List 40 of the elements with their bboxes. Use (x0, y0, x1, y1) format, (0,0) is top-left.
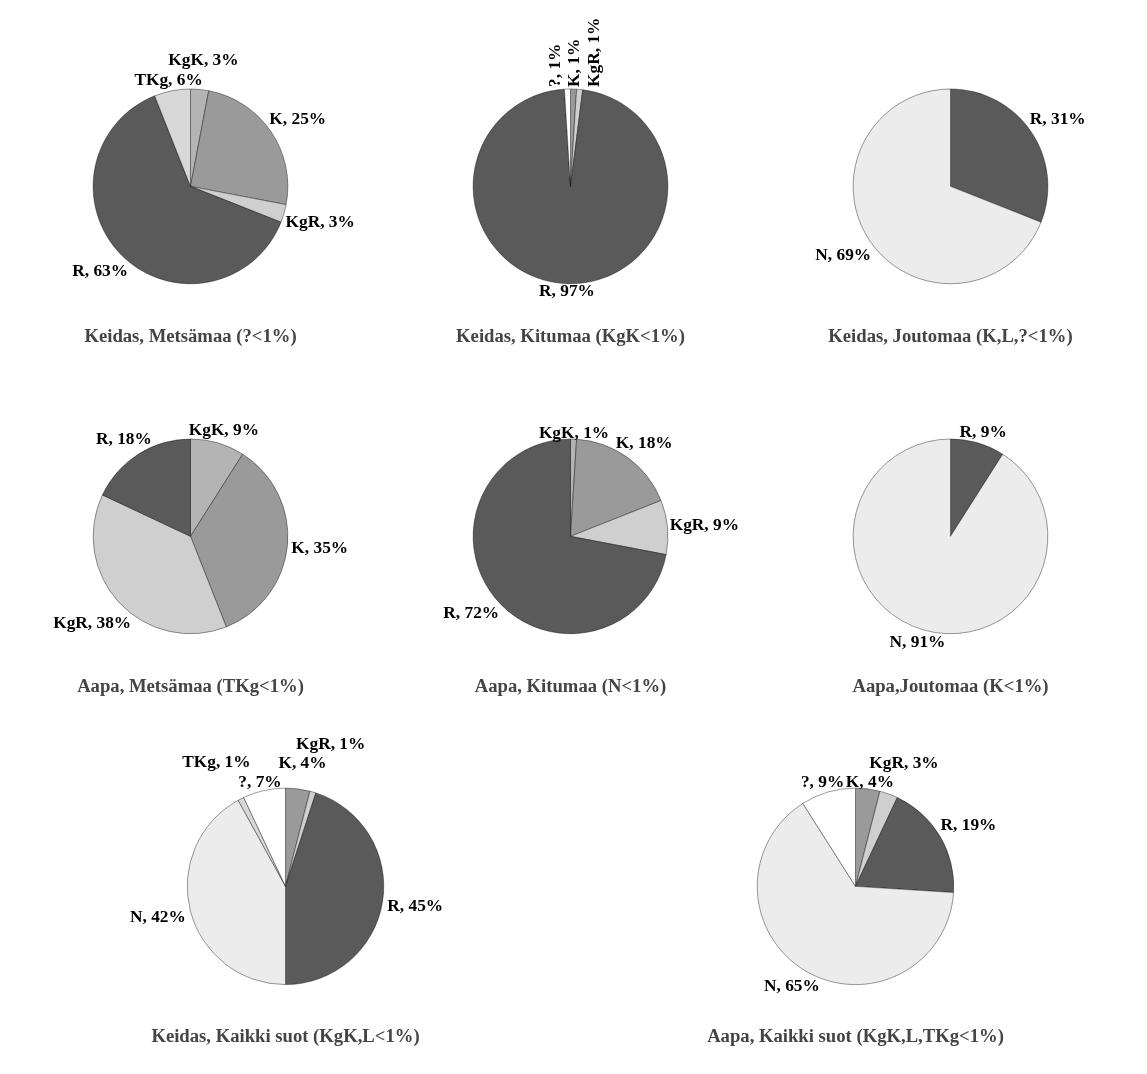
slice-label: K, 25% (269, 109, 327, 129)
slice-label: ?, 1% (544, 43, 564, 87)
slice-label: R, 9% (959, 422, 1007, 442)
text: Keidas, Joutomaa (K,L,?<1%) (828, 324, 1073, 347)
text: Aapa, Kaikki suot (KgK,L,TKg<1%) (707, 1024, 1004, 1047)
slice-label: ?, 7% (238, 771, 282, 791)
slice-label: KgR, 1% (296, 733, 366, 753)
text: Keidas, Kaikki suot (KgK,L<1%) (151, 1024, 420, 1047)
slice-label: ?, 9% (800, 772, 845, 792)
slice-label: KgK, 3% (168, 49, 239, 69)
slice-label: R, 19% (940, 815, 997, 835)
slice-label: R, 18% (95, 429, 152, 449)
text: Aapa, Metsämaa (TKg<1%) (77, 674, 304, 697)
slice-label: KgK, 9% (188, 420, 260, 440)
slice-label: K, 18% (615, 432, 673, 452)
slice-label: KgR, 3% (285, 211, 355, 231)
text: Keidas, Kitumaa (KgK<1%) (456, 324, 685, 347)
slice-label: KgR, 38% (53, 612, 132, 632)
slice-label: TKg, 1% (182, 751, 251, 771)
text: Aapa,Joutomaa (K<1%) (852, 674, 1049, 697)
slice-label: N, 91% (889, 632, 946, 652)
slice-label: TKg, 6% (134, 70, 203, 90)
slice-label: K, 4% (278, 753, 327, 773)
slice-label: R, 31% (1029, 109, 1086, 129)
slice-label: KgR, 1% (583, 17, 603, 87)
slice-label: N, 65% (764, 975, 820, 995)
slice-label: K, 35% (291, 538, 349, 558)
slice-label: KgK, 1% (538, 422, 610, 442)
slice-label: R, 97% (539, 280, 595, 300)
slice-label: KgR, 3% (869, 752, 939, 772)
slice-label: K, 4% (845, 771, 894, 791)
slice-label: N, 69% (815, 244, 872, 264)
slice-label: K, 1% (564, 38, 584, 87)
slice-label: R, 63% (72, 260, 129, 280)
slice-label: N, 42% (129, 907, 186, 927)
slice-label: R, 45% (387, 895, 444, 915)
slice-label: KgR, 9% (669, 515, 739, 535)
text: Keidas, Metsämaa (?<1%) (84, 324, 297, 347)
text: Aapa, Kitumaa (N<1%) (474, 674, 667, 697)
slice-label: R, 72% (443, 603, 500, 623)
